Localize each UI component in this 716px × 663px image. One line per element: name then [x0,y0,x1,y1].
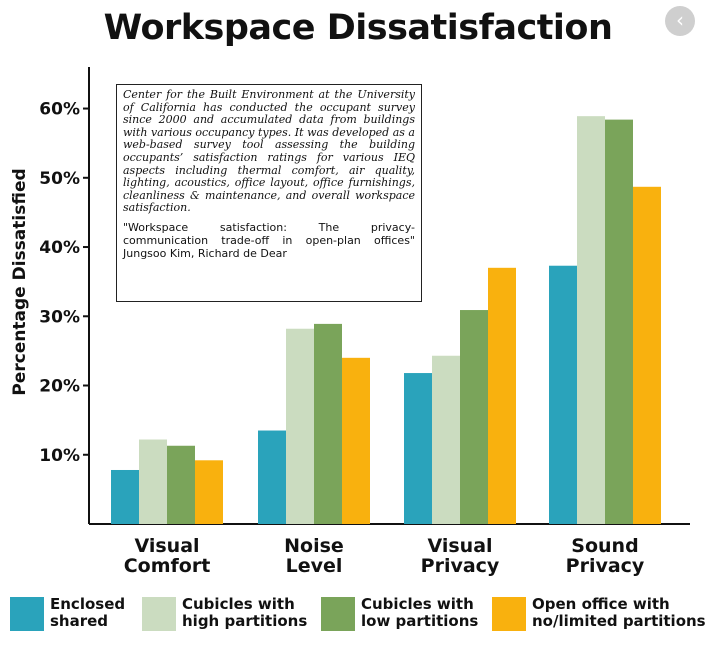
legend-label-line: shared [50,612,109,630]
legend-label-line: Open office with [532,595,670,613]
legend-label-line: Enclosed [50,595,126,613]
x-tick-label: Privacy [421,555,500,577]
legend-label-line: high partitions [182,612,308,630]
y-tick-label: 20% [39,377,80,397]
x-tick-label: Comfort [124,555,211,577]
source-note: Center for the Built Environment at the … [116,84,422,302]
legend-label-line: no/limited partitions [532,612,706,630]
legend-label-line: Cubicles with [361,595,474,613]
bar [167,445,195,524]
bar [139,439,167,524]
y-tick-label: 60% [39,100,80,120]
note-body: Center for the Built Environment at the … [123,88,415,215]
bar [633,186,661,524]
bar [195,460,223,524]
bar [432,355,460,524]
x-tick-label: Sound [571,535,638,557]
note-citation: "Workspace satisfaction: The privacy-com… [123,220,415,260]
bar [258,430,286,524]
x-tick-label: Noise [284,535,344,557]
bar [549,265,577,524]
legend-label-line: low partitions [361,612,479,630]
bar [460,310,488,524]
legend-swatch-cubicles-high [142,597,176,631]
y-tick-label: 30% [39,307,80,327]
bar [342,357,370,524]
y-axis-label: Percentage Dissatisfied [10,168,30,396]
x-tick-label: Privacy [566,555,645,577]
bar [286,328,314,524]
chart-title: Workspace Dissatisfaction [103,8,613,48]
bar [314,323,342,524]
legend-label-line: Cubicles with [182,595,295,613]
legend-swatch-open-office [492,597,526,631]
x-tick-label: Visual [427,535,492,557]
legend-swatch-enclosed-shared [10,597,44,631]
x-tick-label: Visual [134,535,199,557]
y-tick-label: 40% [39,238,80,258]
x-tick-label: Level [286,555,343,577]
bar [605,119,633,525]
bar [111,469,139,524]
bar [404,373,432,524]
bar [577,116,605,525]
y-tick-label: 50% [39,169,80,189]
y-tick-label: 10% [39,446,80,466]
bar [488,267,516,524]
chevron-left-icon[interactable]: ‹ [665,6,695,36]
legend-swatch-cubicles-low [321,597,355,631]
